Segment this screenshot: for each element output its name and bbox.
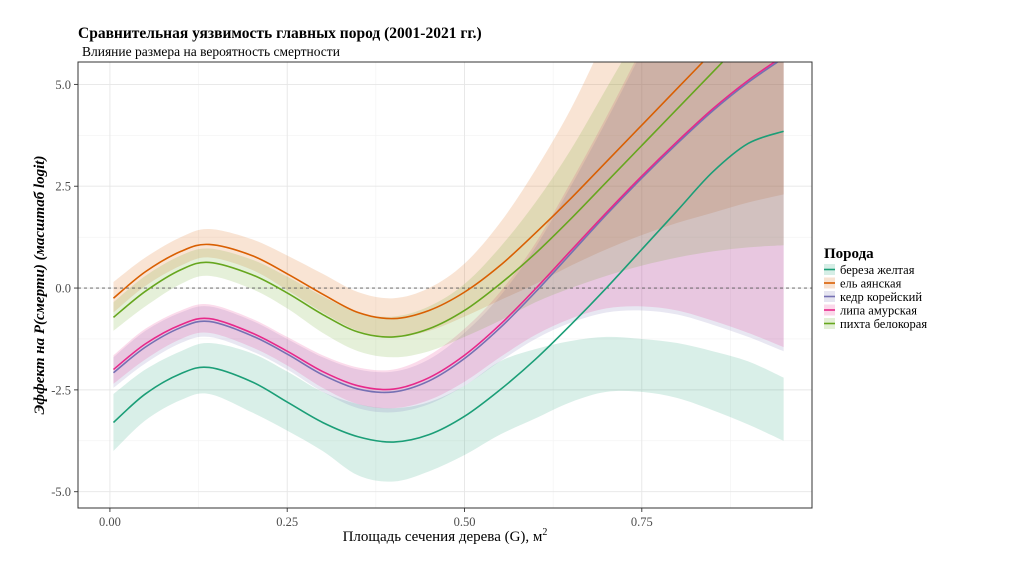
y-tick-label: 0.0 — [55, 282, 71, 296]
confidence-band-series-1 — [113, 336, 784, 482]
series-line-2 — [112, 62, 704, 320]
x-tick-label: 0.50 — [454, 515, 476, 529]
confidence-band-series-4 — [113, 62, 784, 409]
y-axis-label: Эффект на P(смерти) (масштаб logit) — [32, 156, 48, 415]
series-line-4 — [112, 62, 776, 391]
plot-panel — [78, 62, 812, 508]
legend-item: липа амурская — [824, 304, 917, 318]
series-lines — [112, 62, 784, 443]
chart-subtitle: Влияние размера на вероятность смертност… — [82, 44, 340, 59]
legend-item: кедр корейский — [824, 290, 922, 304]
confidence-bands — [113, 62, 784, 482]
legend-item: береза желтая — [824, 263, 915, 277]
legend-item: ель аянская — [824, 277, 902, 291]
x-axis-label-text: Площадь сечения дерева (G), м — [343, 529, 543, 545]
x-axis: 0.00 0.25 0.50 0.75 — [99, 508, 653, 529]
y-tick-label: -5.0 — [51, 485, 71, 499]
plot-border — [77, 61, 813, 509]
confidence-band-series-2 — [113, 62, 784, 337]
legend-label: липа амурская — [840, 304, 917, 318]
legend-label: кедр корейский — [840, 290, 922, 304]
y-tick-label: 2.5 — [55, 180, 71, 194]
series-line-3 — [112, 62, 780, 394]
y-tick-label: -2.5 — [51, 383, 71, 397]
series-line-1 — [112, 130, 784, 443]
x-tick-label: 0.00 — [99, 515, 121, 529]
y-axis: -5.0 -2.5 0.0 2.5 5.0 — [51, 78, 78, 499]
legend-title: Порода — [824, 246, 874, 262]
confidence-band-series-3 — [113, 62, 784, 413]
y-tick-label: 5.0 — [55, 78, 71, 92]
legend-label: ель аянская — [840, 277, 902, 291]
x-axis-label-superscript: 2 — [542, 527, 547, 538]
chart-title: Сравнительная уязвимость главных пород (… — [78, 25, 482, 42]
legend-label: пихта белокорая — [840, 317, 927, 331]
legend-label: береза желтая — [840, 263, 915, 277]
x-tick-label: 0.75 — [631, 515, 653, 529]
x-axis-label: Площадь сечения дерева (G), м2 — [343, 527, 548, 545]
confidence-band-series-5 — [113, 62, 784, 358]
series-line-5 — [112, 62, 724, 338]
legend-item: пихта белокорая — [824, 317, 927, 331]
x-tick-label: 0.25 — [276, 515, 298, 529]
